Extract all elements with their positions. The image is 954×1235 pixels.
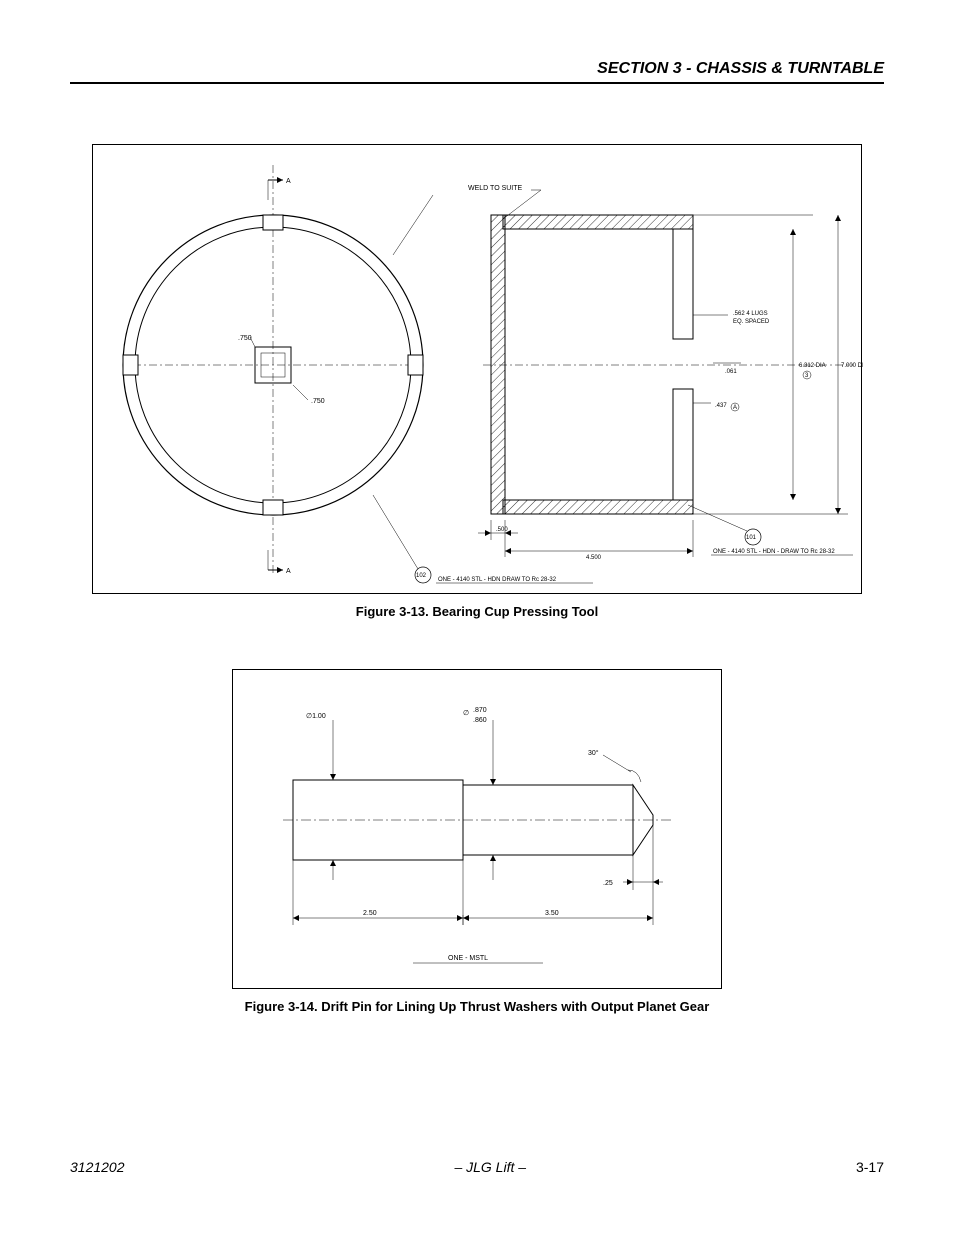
dia-sym: ∅ [463, 710, 469, 717]
dim-500: .500 [496, 527, 508, 533]
footer-center: – JLG Lift – [454, 1159, 526, 1175]
lugs-2: EQ. SPACED [733, 319, 770, 325]
footer-doc-number: 3121202 [70, 1159, 125, 1175]
angle-30: 30° [588, 749, 599, 757]
dim-250: 2.50 [363, 910, 377, 917]
front-view: .750 .750 A A [123, 165, 423, 575]
section-view: WELD TO SUITE .562 4 LUGS EQ. SPACED .06… [393, 185, 863, 561]
figure-3-13-container: .750 .750 A A [92, 144, 862, 594]
mat-101: ONE - 4140 STL - HDN - DRAW TO Rc 28-32 [713, 549, 835, 555]
section-header: SECTION 3 - CHASSIS & TURNTABLE [70, 60, 884, 84]
dim-750-h: .750 [311, 398, 325, 405]
figure-3-14-container: ∅1.00 ∅ .870 .860 30° .25 [232, 669, 722, 989]
header-title: SECTION 3 - CHASSIS & TURNTABLE [597, 60, 884, 77]
section-a-top: A [286, 178, 291, 185]
dim-437: .437 [715, 403, 727, 409]
lugs-1: .562 4 LUGS [733, 311, 768, 317]
dim-25: .25 [603, 880, 613, 887]
dim-7000: 7.000 DIA [841, 363, 863, 369]
figure-3-13-caption: Figure 3-13. Bearing Cup Pressing Tool [70, 604, 884, 619]
mat-mstl: ONE - MSTL [448, 955, 488, 962]
page-footer: 3121202 – JLG Lift – 3-17 [70, 1159, 884, 1175]
dia-870: .870 [473, 707, 487, 714]
dim-6312: 6.312 DIA [799, 363, 826, 369]
ref-a: A [733, 405, 737, 411]
mat-102: ONE - 4140 STL - HDN DRAW TO Rc 28-32 [438, 577, 557, 583]
figure-3-13-svg: .750 .750 A A [93, 145, 863, 595]
figure-3-14-caption: Figure 3-14. Drift Pin for Lining Up Thr… [70, 999, 884, 1014]
dia-860: .860 [473, 717, 487, 724]
section-a-bot: A [286, 568, 291, 575]
dim-750-v: .750 [238, 335, 252, 342]
drift-pin: ∅1.00 ∅ .870 .860 30° .25 [283, 707, 673, 963]
dim-350: 3.50 [545, 910, 559, 917]
footer-page-number: 3-17 [856, 1159, 884, 1175]
c101: 101 [746, 535, 757, 541]
ref-3: 3 [805, 373, 809, 379]
dia-100: ∅1.00 [306, 713, 326, 720]
weld-suite: WELD TO SUITE [468, 185, 523, 192]
figure-3-14-svg: ∅1.00 ∅ .870 .860 30° .25 [233, 670, 723, 990]
dim-061: .061 [725, 369, 737, 375]
c102: 102 [416, 573, 427, 579]
dim-4500: 4.500 [586, 555, 602, 561]
